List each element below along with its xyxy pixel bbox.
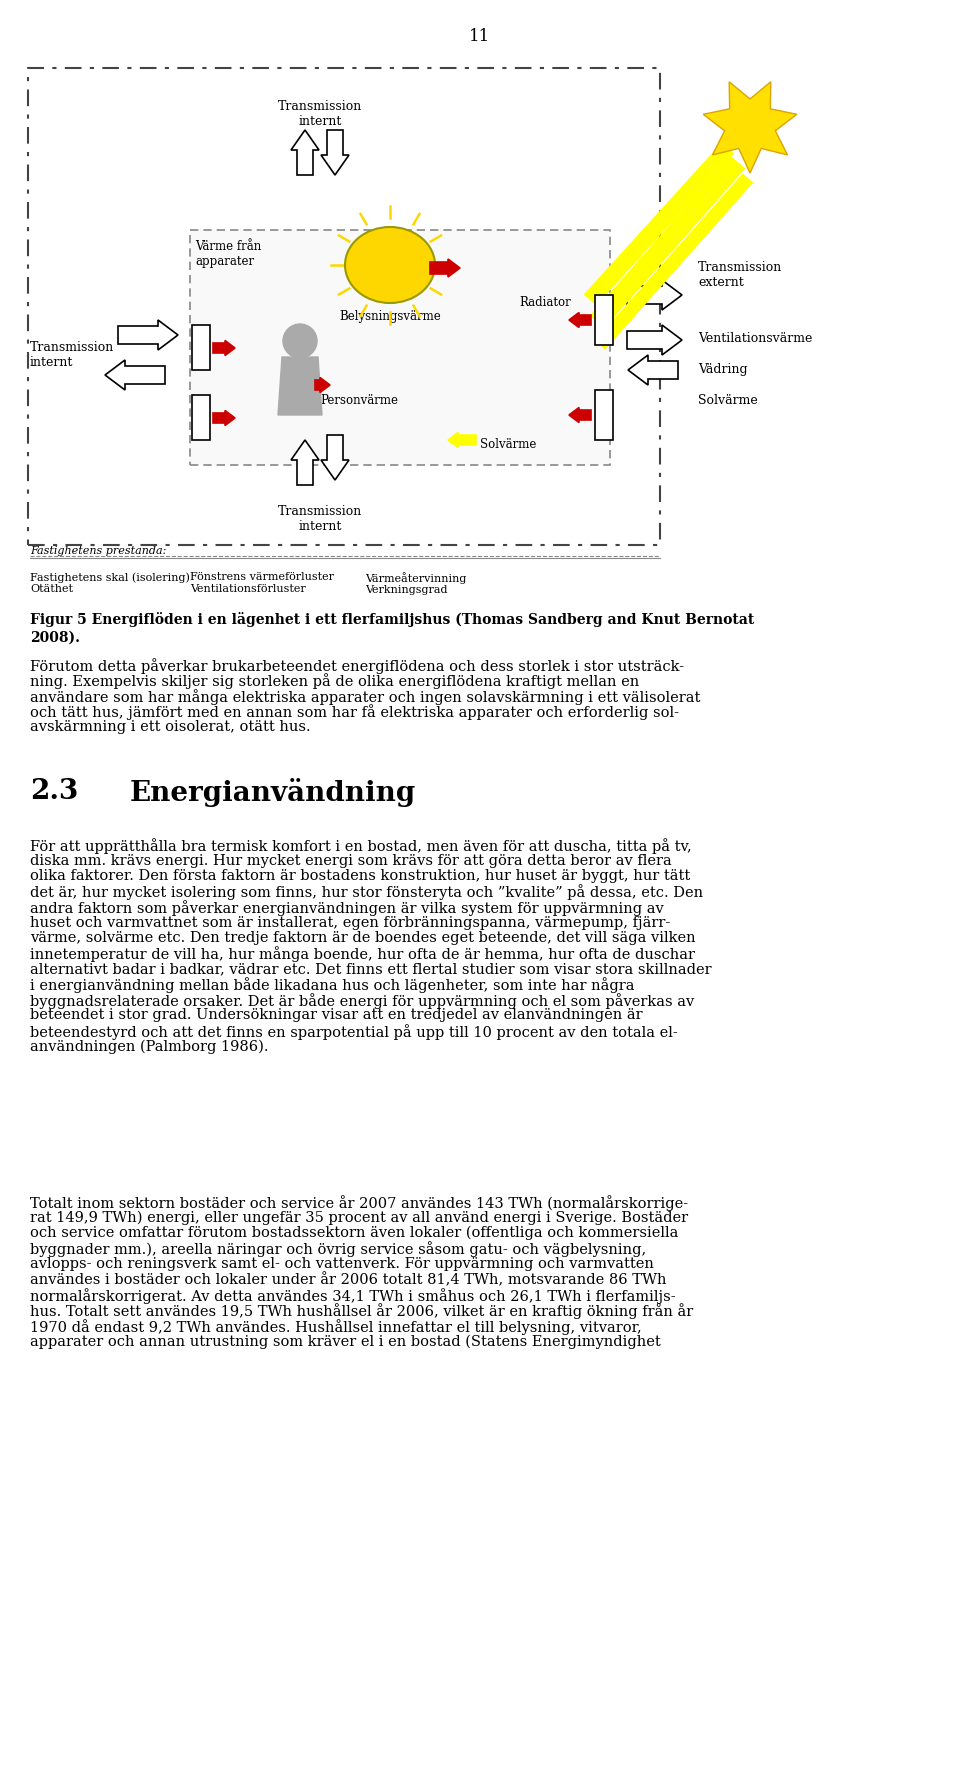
Text: Värme från
apparater: Värme från apparater: [195, 240, 261, 269]
FancyArrow shape: [118, 321, 178, 349]
Text: användningen (Palmborg 1986).: användningen (Palmborg 1986).: [30, 1039, 269, 1053]
FancyArrow shape: [448, 432, 476, 448]
Text: diska mm. krävs energi. Hur mycket energi som krävs för att göra detta beror av : diska mm. krävs energi. Hur mycket energ…: [30, 854, 672, 867]
Text: Radiator: Radiator: [519, 297, 571, 310]
Text: olika faktorer. Den första faktorn är bostadens konstruktion, hur huset är byggt: olika faktorer. Den första faktorn är bo…: [30, 869, 690, 883]
FancyArrow shape: [430, 260, 460, 278]
Polygon shape: [704, 82, 797, 174]
Text: användes i bostäder och lokaler under år 2006 totalt 81,4 TWh, motsvarande 86 TW: användes i bostäder och lokaler under år…: [30, 1272, 666, 1288]
Bar: [28, 68, 660, 544]
Text: innetemperatur de vill ha, hur många boende, hur ofta de är hemma, hur ofta de d: innetemperatur de vill ha, hur många boe…: [30, 946, 695, 962]
Text: Ventilationsvärme: Ventilationsvärme: [698, 331, 812, 344]
Text: värme, solvärme etc. Den tredje faktorn är de boendes eget beteende, det vill sä: värme, solvärme etc. Den tredje faktorn …: [30, 931, 696, 946]
Text: det är, hur mycket isolering som finns, hur stor fönsteryta och ”kvalite” på des: det är, hur mycket isolering som finns, …: [30, 885, 703, 901]
Text: byggnadsrelaterade orsaker. Det är både energi för uppvärmning och el som påverk: byggnadsrelaterade orsaker. Det är både …: [30, 992, 694, 1008]
Text: ning. Exempelvis skiljer sig storleken på de olika energiflödena kraftigt mellan: ning. Exempelvis skiljer sig storleken p…: [30, 673, 639, 690]
FancyArrow shape: [627, 279, 682, 310]
Text: Vädring: Vädring: [698, 364, 748, 376]
Bar: [595, 390, 613, 441]
FancyArrow shape: [321, 131, 349, 176]
Text: Fastighetens skal (isolering)
Otäthet: Fastighetens skal (isolering) Otäthet: [30, 571, 190, 595]
FancyArrow shape: [291, 441, 319, 485]
Text: andra faktorn som påverkar energianvändningen är vilka system för uppvärmning av: andra faktorn som påverkar energianvändn…: [30, 901, 663, 915]
Text: Transmission
internt: Transmission internt: [277, 100, 362, 127]
Text: 1970 då endast 9,2 TWh användes. Hushållsel innefattar el till belysning, vitvar: 1970 då endast 9,2 TWh användes. Hushåll…: [30, 1318, 641, 1334]
Text: i energianvändning mellan både likadana hus och lägenheter, som inte har några: i energianvändning mellan både likadana …: [30, 978, 635, 994]
Text: Solvärme: Solvärme: [698, 394, 757, 407]
Text: Personvärme: Personvärme: [320, 394, 398, 407]
Text: Figur 5 Energiflöden i en lägenhet i ett flerfamiljshus (Thomas Sandberg and Knu: Figur 5 Energiflöden i en lägenhet i ett…: [30, 613, 755, 645]
FancyArrow shape: [569, 312, 591, 328]
Text: 11: 11: [469, 29, 491, 45]
Text: beteendestyrd och att det finns en sparpotential på upp till 10 procent av den t: beteendestyrd och att det finns en sparp…: [30, 1024, 678, 1041]
Text: Förutom detta påverkar brukarbeteendet energiflödena och dess storlek i stor uts: Förutom detta påverkar brukarbeteendet e…: [30, 657, 684, 673]
FancyArrow shape: [291, 131, 319, 176]
Text: Totalt inom sektorn bostäder och service år 2007 användes 143 TWh (normalårskorr: Totalt inom sektorn bostäder och service…: [30, 1195, 688, 1211]
Text: hus. Totalt sett användes 19,5 TWh hushållsel år 2006, vilket är en kraftig ökni: hus. Totalt sett användes 19,5 TWh hushå…: [30, 1304, 693, 1320]
Ellipse shape: [345, 227, 435, 303]
Text: 2.3: 2.3: [30, 777, 79, 804]
Text: beteendet i stor grad. Undersökningar visar att en tredjedel av elanvändningen ä: beteendet i stor grad. Undersökningar vi…: [30, 1008, 642, 1023]
Text: normalårskorrigerat. Av detta användes 34,1 TWh i småhus och 26,1 TWh i flerfami: normalårskorrigerat. Av detta användes 3…: [30, 1288, 676, 1304]
Bar: [595, 296, 613, 346]
Polygon shape: [278, 356, 322, 416]
Text: alternativt badar i badkar, vädrar etc. Det finns ett flertal studier som visar : alternativt badar i badkar, vädrar etc. …: [30, 962, 711, 976]
Bar: [190, 229, 610, 466]
FancyArrow shape: [105, 360, 165, 390]
Text: huset och varmvattnet som är installerat, egen förbränningspanna, värmepump, fjä: huset och varmvattnet som är installerat…: [30, 915, 670, 930]
Bar: [192, 396, 210, 441]
Text: Energianvändning: Energianvändning: [130, 777, 417, 808]
FancyArrow shape: [213, 410, 235, 426]
Text: Transmission
externt: Transmission externt: [698, 261, 782, 288]
FancyArrow shape: [321, 435, 349, 480]
FancyArrow shape: [628, 355, 678, 385]
Text: Fönstrens värmeförluster
Ventilationsförluster: Fönstrens värmeförluster Ventilationsför…: [190, 571, 334, 593]
FancyArrow shape: [213, 340, 235, 355]
Text: Värmeåtervinning
Verkningsgrad: Värmeåtervinning Verkningsgrad: [365, 571, 467, 595]
Text: och service omfattar förutom bostadssektorn även lokaler (offentliga och kommers: och service omfattar förutom bostadssekt…: [30, 1227, 679, 1241]
Text: avskärmning i ett oisolerat, otätt hus.: avskärmning i ett oisolerat, otätt hus.: [30, 720, 311, 734]
Text: byggnader mm.), areella näringar och övrig service såsom gatu- och vägbelysning,: byggnader mm.), areella näringar och övr…: [30, 1241, 646, 1257]
Text: och tätt hus, jämfört med en annan som har få elektriska apparater och erforderl: och tätt hus, jämfört med en annan som h…: [30, 704, 679, 720]
Text: Fastighetens prestanda:: Fastighetens prestanda:: [30, 546, 166, 555]
Text: Transmission
internt: Transmission internt: [277, 505, 362, 534]
Text: användare som har många elektriska apparater och ingen solavskärmning i ett väli: användare som har många elektriska appar…: [30, 690, 701, 706]
Text: Transmission
internt: Transmission internt: [30, 340, 114, 369]
Text: rat 149,9 TWh) energi, eller ungefär 35 procent av all använd energi i Sverige. : rat 149,9 TWh) energi, eller ungefär 35 …: [30, 1211, 688, 1225]
Text: För att upprätthålla bra termisk komfort i en bostad, men även för att duscha, t: För att upprätthålla bra termisk komfort…: [30, 838, 692, 854]
FancyArrow shape: [627, 324, 682, 355]
Text: avlopps- och reningsverk samt el- och vattenverk. För uppvärmning och varmvatten: avlopps- och reningsverk samt el- och va…: [30, 1257, 654, 1272]
FancyArrow shape: [569, 408, 591, 423]
Text: apparater och annan utrustning som kräver el i en bostad (Statens Energimyndighe: apparater och annan utrustning som kräve…: [30, 1334, 660, 1349]
Text: Solvärme: Solvärme: [480, 439, 537, 451]
Circle shape: [283, 324, 317, 358]
FancyArrow shape: [315, 378, 330, 392]
Bar: [192, 324, 210, 371]
Text: Belysningsvärme: Belysningsvärme: [339, 310, 441, 322]
